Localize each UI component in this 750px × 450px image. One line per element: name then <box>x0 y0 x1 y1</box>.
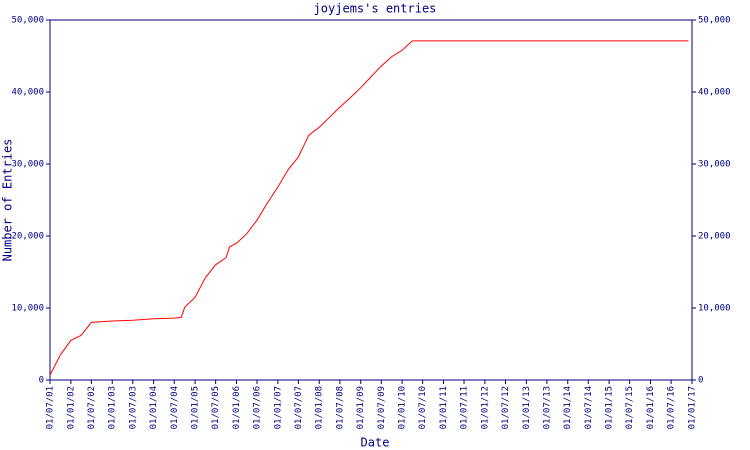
y-tick-label: 50,000 <box>11 16 44 26</box>
x-tick-label: 01/07/15 <box>625 386 635 429</box>
y2-tick-label: 0 <box>698 376 703 386</box>
x-tick-label: 01/01/13 <box>522 386 532 429</box>
x-tick-label: 01/07/12 <box>501 386 511 429</box>
x-tick-label: 01/01/03 <box>108 386 118 429</box>
x-tick-label: 01/01/09 <box>356 386 366 429</box>
y2-tick-label: 40,000 <box>698 88 731 98</box>
x-tick-label: 01/01/10 <box>398 386 408 429</box>
data-line <box>49 40 689 376</box>
x-tick-label: 01/01/11 <box>439 386 449 429</box>
y-tick-label: 10,000 <box>11 304 44 314</box>
x-tick-label: 01/01/02 <box>66 386 76 429</box>
x-tick-label: 01/01/14 <box>563 386 573 429</box>
x-tick-label: 01/07/01 <box>46 386 56 429</box>
x-tick-label: 01/07/04 <box>170 386 180 429</box>
x-tick-label: 01/01/12 <box>480 386 490 429</box>
x-tick-label: 01/01/06 <box>232 386 242 429</box>
x-tick-label: 01/07/07 <box>294 386 304 429</box>
y-tick-label: 0 <box>39 376 44 386</box>
x-tick-label: 01/01/05 <box>191 386 201 429</box>
y2-tick-label: 10,000 <box>698 304 731 314</box>
x-tick-label: 01/07/13 <box>542 386 552 429</box>
x-tick-label: 01/07/08 <box>335 386 345 429</box>
x-tick-label: 01/01/16 <box>646 386 656 429</box>
x-tick-label: 01/01/15 <box>605 386 615 429</box>
x-tick-label: 01/07/14 <box>584 386 594 429</box>
x-tick-label: 01/07/09 <box>377 386 387 429</box>
x-tick-label: 01/07/10 <box>418 386 428 429</box>
x-tick-label: 01/07/11 <box>460 386 470 429</box>
y2-tick-label: 20,000 <box>698 232 731 242</box>
x-tick-label: 01/07/02 <box>87 386 97 429</box>
x-axis-label: Date <box>361 436 390 450</box>
y2-tick-label: 30,000 <box>698 160 731 170</box>
y-tick-label: 20,000 <box>11 232 44 242</box>
plot-frame <box>49 19 693 381</box>
x-tick-label: 01/07/16 <box>667 386 677 429</box>
x-tick-label: 01/01/04 <box>149 386 159 429</box>
y-axis-label: Number of Entries <box>1 139 15 262</box>
x-tick-label: 01/07/05 <box>211 386 221 429</box>
chart-title: joyjems's entries <box>314 2 437 16</box>
x-tick-label: 01/07/03 <box>128 386 138 429</box>
y-tick-label: 30,000 <box>11 160 44 170</box>
x-tick-label: 01/01/08 <box>315 386 325 429</box>
x-tick-label: 01/07/06 <box>253 386 263 429</box>
y-tick-label: 40,000 <box>11 88 44 98</box>
y2-tick-label: 50,000 <box>698 16 731 26</box>
x-tick-label: 01/01/07 <box>273 386 283 429</box>
x-tick-label: 01/01/17 <box>688 386 698 429</box>
